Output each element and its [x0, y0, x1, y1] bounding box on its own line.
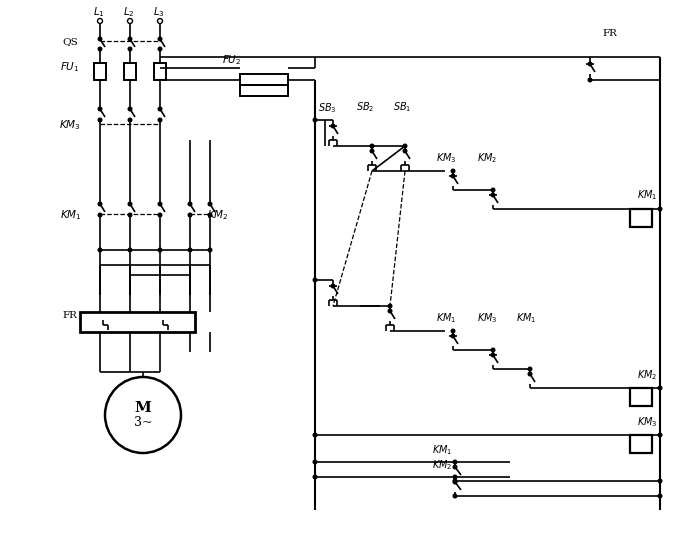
Bar	[94, 63, 106, 80]
Circle shape	[658, 494, 662, 498]
Bar	[630, 388, 652, 406]
Circle shape	[158, 37, 162, 41]
Circle shape	[98, 213, 102, 217]
Circle shape	[491, 193, 494, 197]
Circle shape	[128, 213, 132, 217]
Circle shape	[158, 47, 162, 51]
Circle shape	[491, 348, 494, 352]
Text: $L_1$: $L_1$	[93, 5, 104, 19]
Circle shape	[454, 479, 457, 483]
Circle shape	[454, 475, 457, 479]
Text: $KM_3$: $KM_3$	[637, 415, 658, 429]
Circle shape	[491, 188, 494, 192]
Bar	[80, 312, 195, 332]
Text: $L_2$: $L_2$	[123, 5, 135, 19]
Text: $KM_2$: $KM_2$	[637, 368, 657, 382]
Circle shape	[313, 460, 317, 464]
Circle shape	[128, 37, 132, 41]
Circle shape	[313, 278, 317, 282]
Circle shape	[313, 433, 317, 437]
Text: FR: FR	[602, 29, 617, 38]
Circle shape	[189, 202, 192, 206]
Text: $KM_2$: $KM_2$	[432, 458, 452, 472]
Circle shape	[158, 202, 162, 206]
Text: $SB_2$: $SB_2$	[356, 100, 374, 114]
Circle shape	[313, 118, 317, 122]
Circle shape	[98, 37, 102, 41]
Circle shape	[388, 309, 392, 313]
Text: $SB_1$: $SB_1$	[393, 100, 411, 114]
Text: $KM_1$: $KM_1$	[637, 188, 658, 202]
Circle shape	[128, 107, 132, 111]
Bar	[240, 74, 288, 85]
Bar	[154, 63, 166, 80]
Text: 3~: 3~	[134, 417, 152, 429]
Bar	[630, 209, 652, 227]
Circle shape	[588, 78, 591, 82]
Text: FR: FR	[62, 310, 77, 320]
Text: M: M	[135, 401, 152, 415]
Circle shape	[158, 118, 162, 122]
Text: $FU_2$: $FU_2$	[222, 53, 241, 67]
Circle shape	[403, 144, 407, 148]
Circle shape	[658, 433, 662, 437]
Circle shape	[98, 248, 102, 252]
Bar	[124, 63, 136, 80]
Text: $FU_1$: $FU_1$	[60, 60, 79, 74]
Circle shape	[454, 460, 457, 464]
Circle shape	[454, 465, 457, 469]
Circle shape	[158, 213, 162, 217]
Circle shape	[370, 149, 374, 153]
Text: $KM_1$: $KM_1$	[432, 443, 452, 457]
Circle shape	[403, 149, 407, 153]
Circle shape	[658, 479, 662, 483]
Circle shape	[98, 118, 102, 122]
Circle shape	[128, 47, 132, 51]
Text: $KM_2$: $KM_2$	[477, 151, 497, 165]
Circle shape	[388, 304, 392, 308]
Circle shape	[658, 207, 662, 211]
Circle shape	[208, 248, 212, 252]
Circle shape	[98, 47, 102, 51]
Circle shape	[208, 202, 212, 206]
Circle shape	[158, 248, 162, 252]
Circle shape	[128, 202, 132, 206]
Bar	[240, 85, 288, 96]
Circle shape	[128, 248, 132, 252]
Circle shape	[658, 386, 662, 390]
Text: $KM_1$: $KM_1$	[60, 208, 82, 222]
Circle shape	[451, 174, 455, 178]
Circle shape	[128, 118, 132, 122]
Text: $L_3$: $L_3$	[153, 5, 165, 19]
Circle shape	[98, 107, 102, 111]
Circle shape	[370, 144, 374, 148]
Text: $KM_3$: $KM_3$	[477, 311, 498, 325]
Circle shape	[588, 62, 591, 66]
Bar	[630, 435, 652, 453]
Text: $KM_2$: $KM_2$	[207, 208, 229, 222]
Circle shape	[454, 494, 457, 498]
Circle shape	[491, 353, 494, 357]
Circle shape	[331, 284, 335, 288]
Text: $KM_1$: $KM_1$	[516, 311, 536, 325]
Circle shape	[528, 372, 532, 376]
Circle shape	[454, 480, 457, 484]
Circle shape	[189, 213, 192, 217]
Text: $SB_3$: $SB_3$	[318, 101, 337, 115]
Circle shape	[331, 124, 335, 128]
Circle shape	[208, 213, 212, 217]
Text: $KM_1$: $KM_1$	[436, 311, 456, 325]
Circle shape	[451, 334, 455, 338]
Circle shape	[313, 475, 317, 479]
Circle shape	[528, 367, 532, 371]
Circle shape	[98, 202, 102, 206]
Circle shape	[451, 169, 455, 173]
Text: QS: QS	[62, 38, 78, 46]
Text: $KM_3$: $KM_3$	[436, 151, 456, 165]
Text: $KM_3$: $KM_3$	[59, 118, 81, 132]
Circle shape	[451, 329, 455, 333]
Circle shape	[158, 107, 162, 111]
Circle shape	[189, 248, 192, 252]
